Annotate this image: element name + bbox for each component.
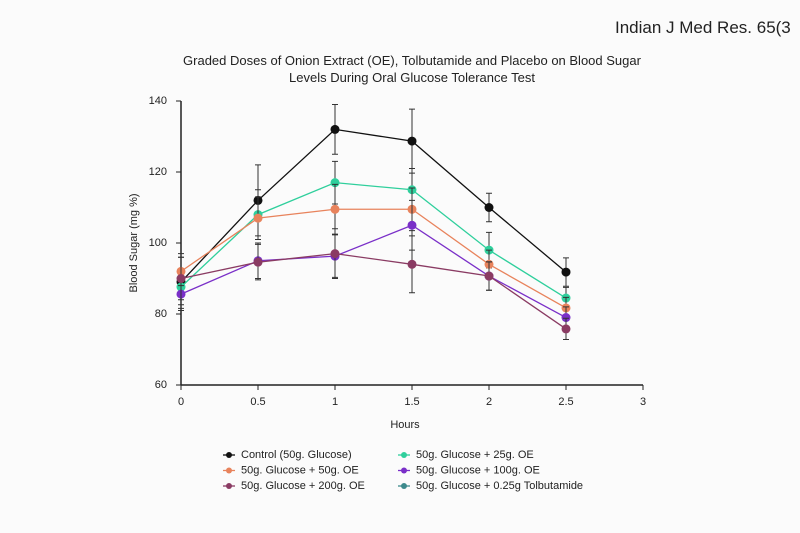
data-point	[561, 324, 571, 334]
data-point	[330, 204, 340, 214]
data-point	[253, 257, 263, 267]
x-tick-label: 0.5	[250, 396, 265, 408]
data-point	[176, 274, 186, 283]
series-line	[180, 252, 567, 330]
y-tick-label: 80	[155, 308, 167, 320]
data-point	[330, 249, 340, 259]
legend-marker	[226, 483, 232, 489]
legend-label: Control (50g. Glucose)	[241, 449, 352, 461]
legend-marker	[401, 467, 407, 474]
x-tick-label: 2.5	[558, 396, 573, 408]
data-point	[253, 213, 263, 223]
y-tick-label: 60	[155, 379, 167, 391]
series-line	[180, 224, 567, 319]
legend-label: 50g. Glucose + 25g. OE	[416, 449, 534, 461]
data-point	[484, 203, 494, 212]
legend-marker	[401, 452, 407, 458]
data-point	[561, 267, 571, 277]
source-text: Indian J Med Res. 65(3	[615, 18, 791, 37]
data-point	[561, 313, 571, 323]
legend-marker	[401, 483, 407, 489]
series-line	[180, 208, 567, 309]
x-axis-label: Hours	[390, 419, 420, 431]
data-point	[407, 259, 417, 269]
data-point	[330, 124, 340, 134]
data-point	[407, 220, 417, 230]
y-axis-label: Blood Sugar (mg %)	[128, 193, 140, 292]
x-tick-label: 2	[486, 396, 492, 408]
legend-label: 50g. Glucose + 0.25g Tolbutamide	[416, 480, 583, 492]
y-tick-label: 100	[149, 237, 167, 249]
chart-title: Graded Doses of Onion Extract (OE), Tolb…	[183, 53, 641, 85]
x-tick-label: 3	[640, 396, 646, 408]
series-line	[180, 128, 567, 283]
x-tick-label: 1.5	[404, 396, 419, 408]
legend-label: 50g. Glucose + 50g. OE	[241, 464, 359, 476]
legend-label: 50g. Glucose + 200g. OE	[241, 480, 365, 492]
y-tick-label: 140	[149, 95, 167, 107]
x-tick-label: 1	[332, 396, 338, 408]
data-point	[484, 271, 494, 281]
legend-marker	[226, 452, 232, 458]
data-point	[407, 136, 417, 146]
x-tick-label: 0	[178, 396, 184, 408]
legend-label: 50g. Glucose + 100g. OE	[416, 464, 540, 476]
y-tick-label: 120	[149, 166, 167, 178]
legend-marker	[226, 467, 232, 474]
